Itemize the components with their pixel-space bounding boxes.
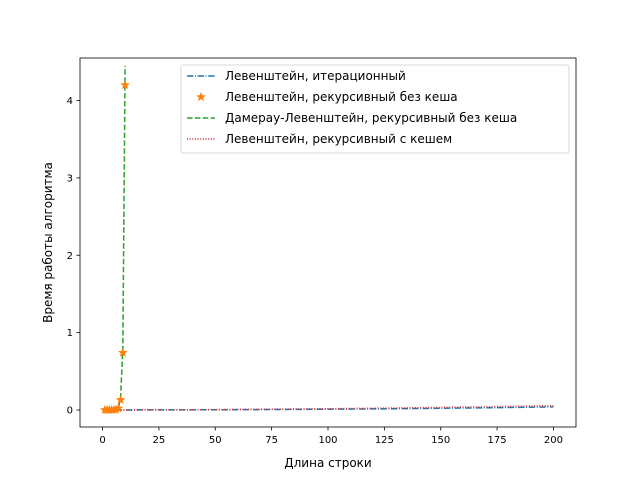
series-line-4 bbox=[104, 404, 554, 411]
data-point bbox=[115, 394, 126, 405]
x-tick-label: 175 bbox=[488, 435, 507, 446]
legend-item: Левенштейн, итерационный bbox=[187, 69, 406, 83]
x-tick-label: 0 bbox=[99, 435, 105, 446]
data-point bbox=[113, 403, 124, 413]
y-tick-label: 2 bbox=[67, 251, 73, 262]
legend-label: Левенштейн, итерационный bbox=[225, 69, 406, 83]
y-tick-label: 4 bbox=[67, 96, 73, 107]
x-tick-label: 50 bbox=[209, 435, 222, 446]
legend-label: Левенштейн, рекурсивный без кеша bbox=[225, 90, 458, 104]
x-tick-label: 200 bbox=[544, 435, 563, 446]
y-axis-label: Время работы алгоритма bbox=[41, 162, 55, 323]
x-axis: 0 25 50 75 100 125 150 175 200 bbox=[99, 427, 563, 446]
series-line-1 bbox=[104, 406, 554, 411]
legend-item: Левенштейн, рекурсивный без кеша bbox=[196, 90, 458, 104]
legend-label: Левенштейн, рекурсивный с кешем bbox=[225, 132, 452, 146]
y-tick-label: 0 bbox=[67, 406, 73, 417]
x-axis-label: Длина строки bbox=[284, 456, 371, 470]
x-tick-label: 25 bbox=[153, 435, 166, 446]
legend-marker bbox=[196, 91, 206, 102]
data-point bbox=[117, 347, 128, 357]
plot-area bbox=[99, 65, 554, 415]
legend-item: Левенштейн, рекурсивный с кешем bbox=[187, 132, 452, 146]
x-tick-label: 150 bbox=[431, 435, 450, 446]
legend-item: Дамерау-Левенштейн, рекурсивный без кеша bbox=[187, 111, 517, 125]
legend: Левенштейн, итерационный Левенштейн, реку… bbox=[180, 64, 570, 154]
x-tick-label: 125 bbox=[375, 435, 394, 446]
legend-label: Дамерау-Левенштейн, рекурсивный без кеша bbox=[225, 111, 517, 125]
series-line-3 bbox=[104, 65, 126, 411]
x-tick-label: 100 bbox=[318, 435, 337, 446]
y-axis: 0 1 2 3 4 bbox=[67, 96, 80, 417]
x-tick-label: 75 bbox=[265, 435, 278, 446]
y-tick-label: 1 bbox=[67, 328, 73, 339]
y-tick-label: 3 bbox=[67, 174, 73, 185]
legend-box bbox=[180, 64, 570, 154]
data-point bbox=[120, 79, 131, 90]
